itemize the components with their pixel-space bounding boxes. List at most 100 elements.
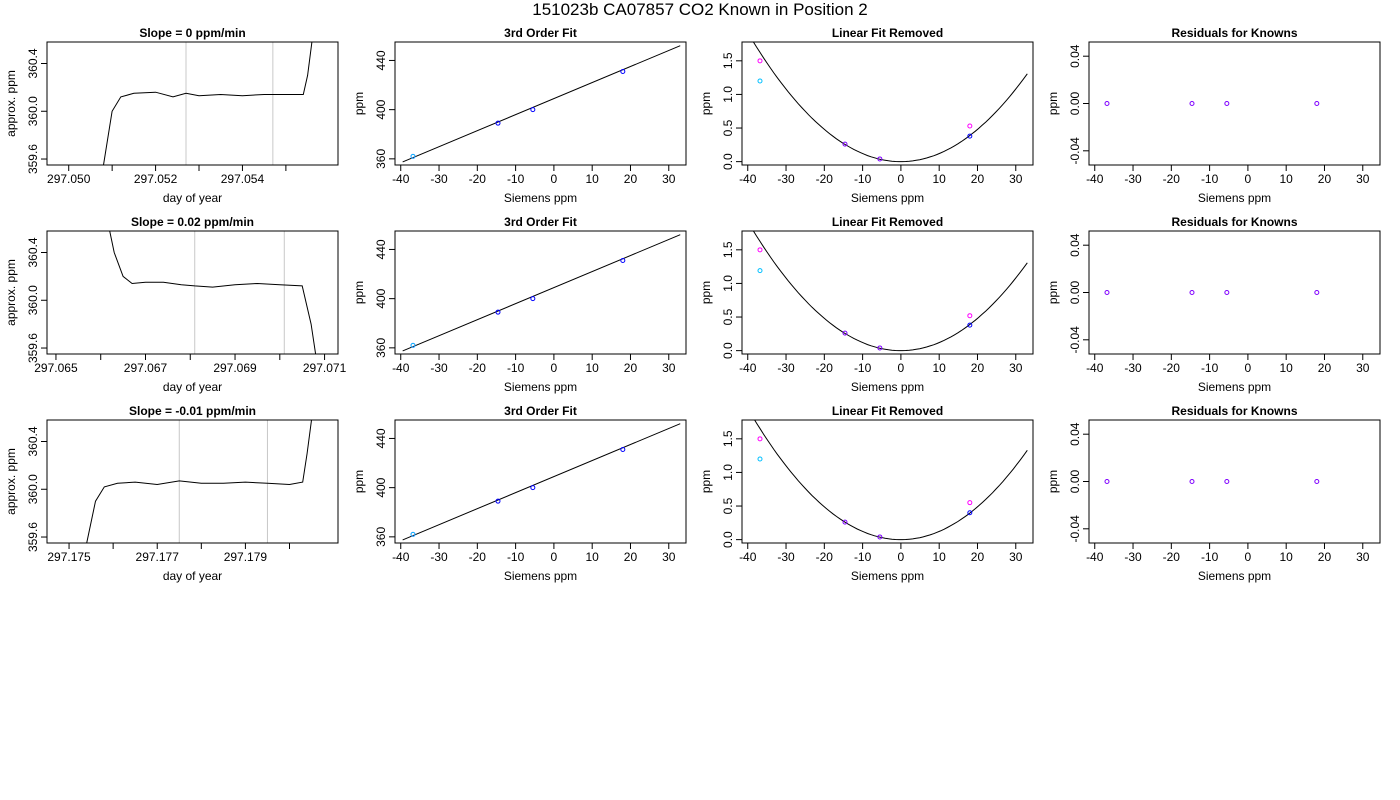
page-title: 151023b CA07857 CO2 Known in Position 2 (532, 0, 868, 19)
x-tick-label: 10 (1280, 550, 1294, 564)
y-tick-label: 1.0 (721, 275, 735, 292)
x-tick-label: 0 (551, 550, 558, 564)
data-point (967, 313, 973, 319)
y-tick-label: 1.0 (721, 464, 735, 481)
y-tick-label: 0.00 (1068, 91, 1082, 115)
data-point (757, 58, 763, 64)
x-tick-label: 297.050 (47, 172, 91, 186)
data-point (620, 258, 626, 264)
chart-title: Residuals for Knowns (1171, 404, 1297, 418)
x-tick-label: 30 (1009, 550, 1023, 564)
x-tick-label: -30 (777, 361, 795, 375)
x-tick-label: -40 (739, 172, 757, 186)
data-point (757, 78, 763, 84)
data-point (1224, 101, 1230, 106)
y-tick-label: 0.04 (1068, 422, 1082, 446)
data-point (620, 447, 626, 453)
x-tick-label: -40 (739, 550, 757, 564)
x-tick-label: -10 (1201, 550, 1219, 564)
x-tick-label: 30 (662, 550, 676, 564)
plot-area (402, 234, 681, 352)
plot-area (752, 231, 1028, 352)
x-tick-label: -30 (1124, 550, 1142, 564)
x-tick-label: 20 (971, 172, 985, 186)
x-axis-label: Siemens ppm (851, 191, 924, 205)
y-tick-label: 0.5 (721, 497, 735, 514)
data-point (877, 534, 883, 540)
data-point (757, 436, 763, 442)
data-point (530, 485, 536, 491)
y-tick-label: 360.0 (26, 96, 40, 126)
y-tick-label: 1.5 (721, 430, 735, 447)
data-point (967, 133, 973, 139)
x-tick-label: -30 (430, 361, 448, 375)
data-point (1104, 101, 1110, 106)
y-axis-label: approx. ppm (4, 448, 18, 515)
x-tick-label: 20 (971, 550, 985, 564)
data-point (495, 498, 501, 504)
chart-title: Linear Fit Removed (832, 404, 943, 418)
y-tick-label: 0.04 (1068, 44, 1082, 68)
x-tick-label: -30 (777, 550, 795, 564)
y-axis-label: ppm (352, 470, 366, 493)
x-tick-label: 0 (1245, 361, 1252, 375)
x-tick-label: -40 (739, 361, 757, 375)
chart-panel-r3c1: Slope = -0.01 ppm/min 297.175 297.177 297.1… (4, 404, 339, 583)
y-axis-label: ppm (1046, 281, 1060, 304)
x-axis-label: day of year (163, 191, 222, 205)
chart-title: Slope = 0.02 ppm/min (131, 215, 254, 229)
x-tick-label: -40 (392, 361, 410, 375)
x-tick-label: 297.175 (47, 550, 91, 564)
data-point (967, 500, 973, 506)
y-tick-label: 440 (374, 239, 388, 259)
x-tick-label: -10 (507, 550, 525, 564)
x-tick-label: 10 (1280, 172, 1294, 186)
x-axis-label: day of year (163, 380, 222, 394)
plot-area (402, 45, 681, 163)
data-point (410, 153, 416, 159)
data-point (757, 268, 763, 274)
y-axis-label: ppm (699, 470, 713, 493)
data-point (757, 456, 763, 462)
x-tick-label: -10 (507, 361, 525, 375)
y-tick-label: -0.04 (1068, 137, 1082, 165)
data-point (620, 69, 626, 75)
x-tick-label: -20 (816, 172, 834, 186)
chart-title: Residuals for Knowns (1171, 215, 1297, 229)
x-tick-label: -20 (469, 361, 487, 375)
fit-curve (752, 42, 1028, 163)
x-tick-label: -30 (430, 172, 448, 186)
x-tick-label: -20 (1163, 361, 1181, 375)
plot-frame (741, 41, 1034, 166)
plot-frame (46, 419, 339, 544)
x-tick-label: -10 (854, 361, 872, 375)
plot-area (109, 231, 317, 354)
y-axis-label: approx. ppm (4, 259, 18, 326)
y-tick-label: 359.6 (26, 522, 40, 552)
x-tick-label: 10 (933, 550, 947, 564)
x-tick-label: -20 (469, 172, 487, 186)
y-tick-label: 1.0 (721, 86, 735, 103)
y-tick-label: 360 (374, 527, 388, 547)
x-tick-label: 30 (1009, 361, 1023, 375)
data-point (1314, 101, 1320, 106)
plot-area (86, 420, 312, 543)
y-tick-label: 360.4 (26, 237, 40, 267)
chart-panel-r1c3: Linear Fit Removed -40 -30 -20 -10 0 10 20 30 0.0… (699, 26, 1034, 205)
data-point (1189, 290, 1195, 295)
data-point (410, 531, 416, 537)
plot-frame (46, 230, 339, 355)
x-tick-label: 10 (586, 361, 600, 375)
y-tick-label: 440 (374, 50, 388, 70)
x-tick-label: 20 (1318, 361, 1332, 375)
y-axis-label: ppm (1046, 92, 1060, 115)
y-tick-label: 0.5 (721, 119, 735, 136)
data-point (1189, 479, 1195, 484)
data-trace (86, 420, 312, 543)
x-tick-label: -20 (816, 550, 834, 564)
x-tick-label: -20 (1163, 172, 1181, 186)
chart-title: 3rd Order Fit (504, 215, 577, 229)
x-tick-label: -30 (1124, 361, 1142, 375)
x-tick-label: 30 (1009, 172, 1023, 186)
